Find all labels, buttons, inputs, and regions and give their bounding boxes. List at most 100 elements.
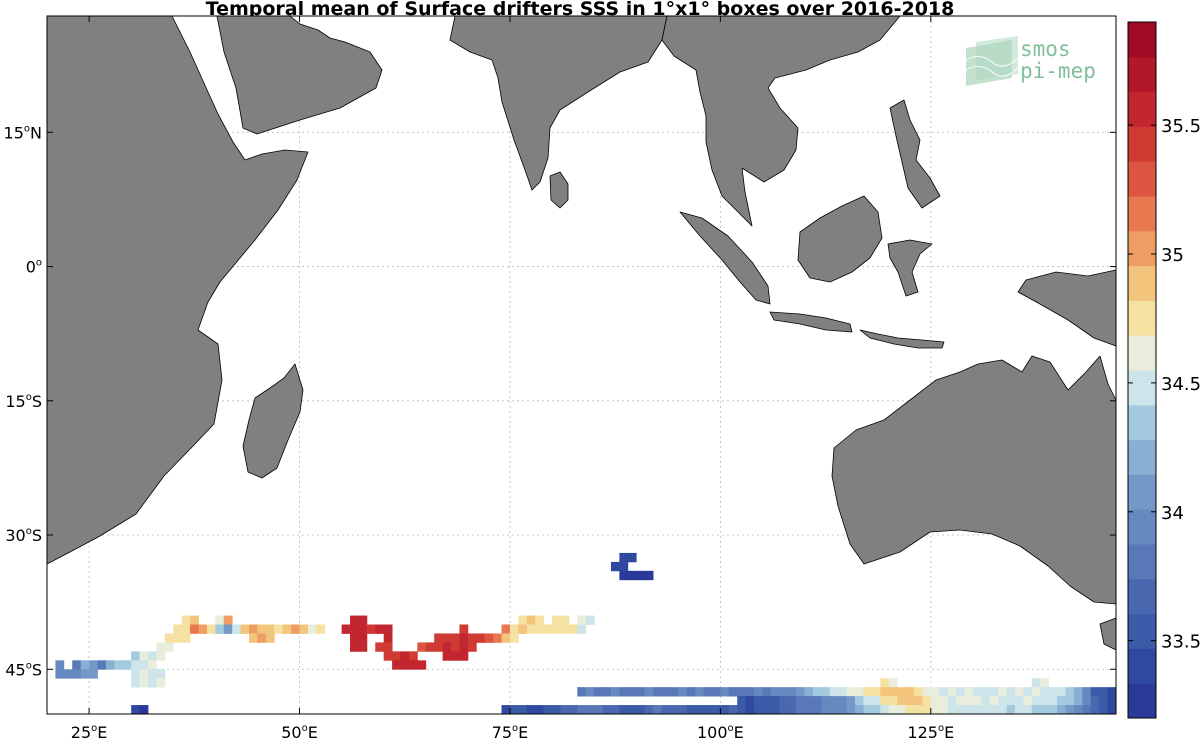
- sss-cell: [888, 696, 898, 706]
- sss-cell: [989, 696, 999, 706]
- sss-cell: [425, 642, 435, 652]
- sss-cell: [375, 624, 385, 634]
- colorbar-segment: [1128, 439, 1156, 475]
- land-sri-lanka: [549, 171, 569, 209]
- sss-cell: [1006, 705, 1016, 715]
- sss-cell: [1014, 687, 1024, 697]
- sss-cell: [745, 687, 755, 697]
- x-tick-label-0: 25oE: [71, 723, 108, 740]
- y-tick-label-3: 30oS: [5, 526, 42, 545]
- sss-cell: [366, 624, 376, 634]
- sss-cell: [442, 651, 452, 661]
- sss-cell: [509, 624, 519, 634]
- sss-cell: [745, 696, 755, 706]
- sss-cell: [998, 687, 1007, 697]
- sss-cell: [947, 687, 957, 697]
- sss-cell: [476, 633, 486, 643]
- sss-cell: [905, 687, 915, 697]
- sss-cell: [838, 696, 848, 706]
- sss-cell: [232, 624, 241, 634]
- sss-cell: [956, 696, 965, 706]
- sss-cell: [913, 687, 923, 697]
- x-tick-label-1: 50oE: [281, 723, 318, 740]
- sss-cell: [257, 624, 267, 634]
- sss-cell: [678, 687, 688, 697]
- sss-cell: [846, 705, 856, 715]
- sss-cell: [467, 642, 477, 652]
- map-frame: [46, 15, 1117, 715]
- y-tick-label-4: 45oS: [5, 660, 42, 679]
- sss-cell: [173, 633, 183, 643]
- sss-cell: [164, 633, 174, 643]
- sss-cell: [375, 642, 385, 652]
- sss-cell: [358, 642, 368, 652]
- y-tick-label-0: 15oN: [4, 123, 42, 142]
- sss-cell: [1073, 705, 1083, 715]
- sss-cell: [972, 705, 982, 715]
- sss-cell: [156, 651, 166, 661]
- sss-cell: [855, 705, 864, 715]
- colorbar-segment: [1128, 474, 1156, 510]
- colorbar-tick-label-2: 34.5: [1161, 374, 1201, 395]
- colorbar-segment: [1128, 683, 1156, 719]
- sss-cell: [501, 633, 511, 643]
- sss-cell: [139, 678, 149, 688]
- sss-cell: [829, 687, 839, 697]
- sss-cell: [55, 669, 65, 679]
- sss-cell: [678, 705, 688, 715]
- sss-cell: [509, 633, 519, 643]
- sss-cell: [585, 615, 595, 625]
- sss-cell: [501, 624, 511, 634]
- sss-cell: [728, 705, 738, 715]
- sss-cell: [552, 615, 561, 625]
- sss-cell: [526, 705, 536, 715]
- colorbar-segment: [1128, 265, 1156, 301]
- sss-cell: [316, 624, 326, 634]
- sss-cell: [181, 615, 191, 625]
- land-arabia: [216, 15, 383, 135]
- sss-cell: [577, 687, 587, 697]
- sss-cell: [998, 705, 1007, 715]
- sss-cell: [1099, 705, 1108, 715]
- sss-cell: [1014, 705, 1024, 715]
- sss-cell: [358, 624, 368, 634]
- colorbar-segment: [1128, 613, 1156, 649]
- sss-cell: [897, 687, 906, 697]
- sss-cell: [762, 696, 772, 706]
- x-tick-label-4: 125oE: [907, 723, 954, 740]
- sss-cell: [838, 687, 848, 697]
- sss-cell: [855, 687, 864, 697]
- sss-cell: [1065, 696, 1075, 706]
- sss-cell: [737, 705, 747, 715]
- sss-cell: [880, 696, 890, 706]
- sss-cell: [1031, 678, 1041, 688]
- sss-cell: [787, 696, 797, 706]
- map-title: Temporal mean of Surface drifters SSS in…: [206, 0, 955, 20]
- sss-cell: [762, 705, 772, 715]
- sss-cell: [821, 687, 831, 697]
- colorbar-segment: [1128, 509, 1156, 545]
- sss-cell: [855, 696, 864, 706]
- colorbar-segment: [1128, 126, 1156, 162]
- colorbar-segment: [1128, 230, 1156, 267]
- sss-cell: [871, 705, 881, 715]
- sss-cell: [627, 705, 637, 715]
- colorbar-tick-label-4: 35.5: [1161, 116, 1201, 137]
- sss-cell: [223, 615, 233, 625]
- sss-cell: [905, 705, 915, 715]
- sss-cell: [922, 705, 932, 715]
- sss-cell: [1040, 705, 1050, 715]
- sss-cell: [350, 633, 359, 643]
- sss-cell: [1057, 687, 1066, 697]
- sss-cell: [619, 570, 629, 581]
- sss-cell: [484, 633, 494, 643]
- sss-cell: [459, 624, 469, 634]
- sss-cell: [63, 669, 73, 679]
- sss-cell: [610, 561, 620, 572]
- land-australia: [831, 355, 1117, 605]
- sss-cell: [1031, 696, 1041, 706]
- land-lesser-sunda: [859, 329, 945, 349]
- sss-cell: [1006, 687, 1016, 697]
- sss-cell: [863, 696, 873, 706]
- sss-cell: [164, 642, 174, 652]
